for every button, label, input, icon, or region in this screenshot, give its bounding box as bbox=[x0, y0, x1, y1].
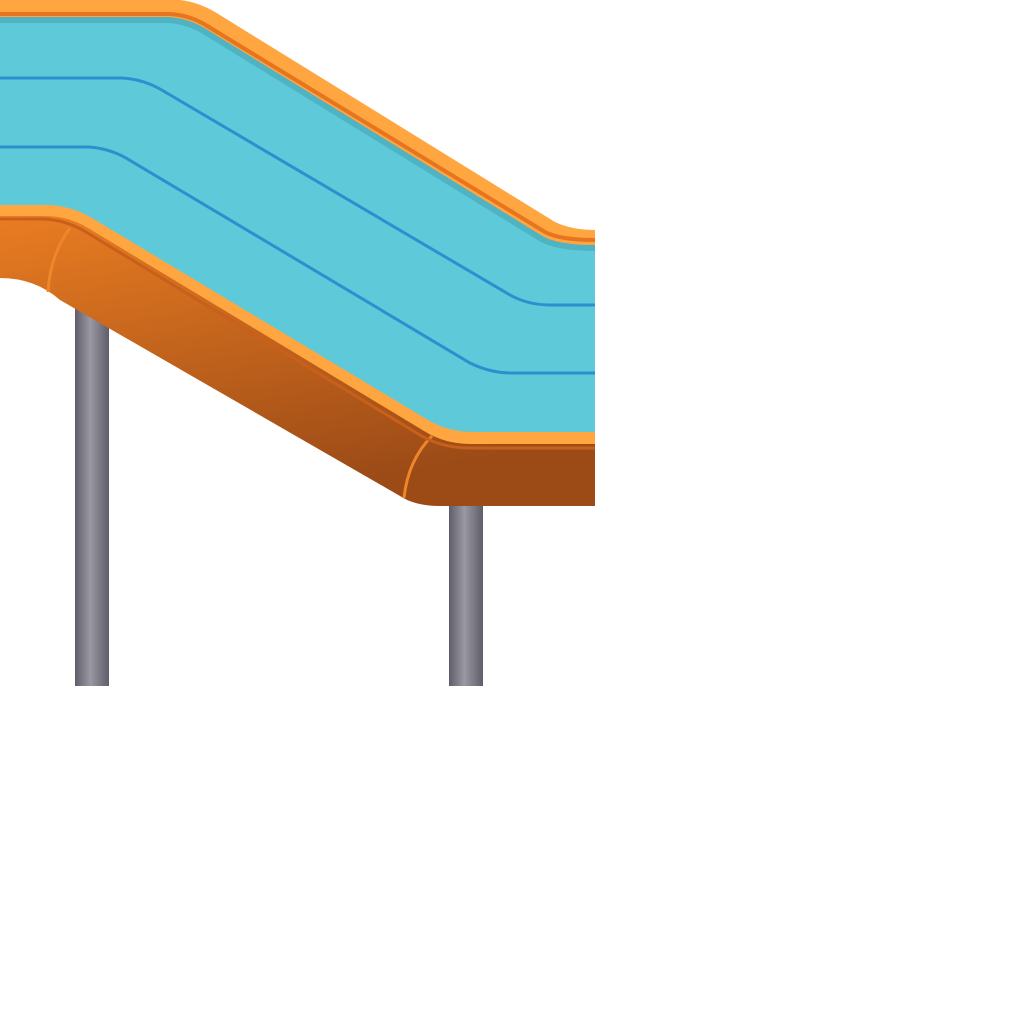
slide-support-post-left bbox=[75, 290, 109, 686]
slide-seam-left bbox=[46, 227, 72, 293]
slide-top-rim-edge bbox=[0, 12, 596, 242]
slide-chute bbox=[0, 18, 595, 436]
slide-lane-line-lower bbox=[0, 145, 595, 375]
slide-top-rim bbox=[0, 0, 595, 246]
slide-lower-rim-edge bbox=[0, 217, 595, 450]
slide-chute-top-shade bbox=[0, 17, 596, 251]
slide-lane-line-upper bbox=[0, 76, 595, 307]
slide-support-post-right bbox=[449, 495, 483, 686]
